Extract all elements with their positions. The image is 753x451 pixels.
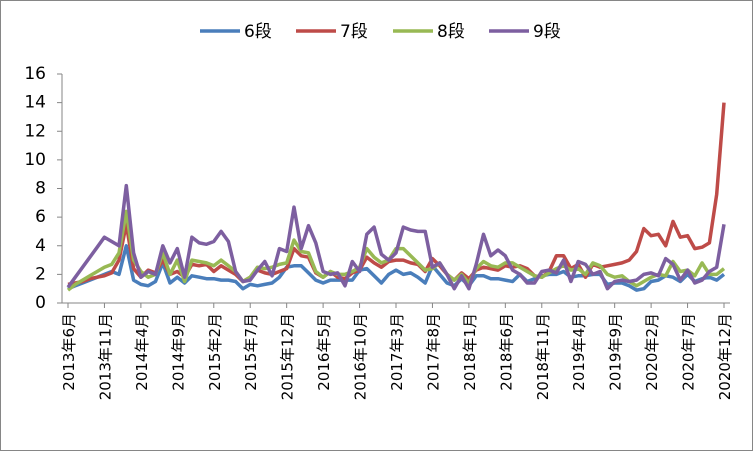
series-line: [66, 183, 726, 291]
x-tick-label: 2018年1月: [461, 313, 479, 391]
x-tick-label: 2018年6月: [497, 313, 515, 391]
y-tick-label: 16: [24, 64, 46, 84]
legend-label: 8段: [437, 22, 465, 42]
x-tick-label: 2013年6月: [60, 313, 78, 391]
legend-label: 9段: [533, 22, 561, 42]
x-tick-label: 2013年11月: [96, 313, 114, 400]
x-tick-label: 2015年2月: [206, 313, 224, 391]
legend-label: 7段: [340, 22, 368, 42]
y-tick-label: 4: [35, 236, 46, 256]
x-tick-label: 2017年8月: [424, 313, 442, 391]
y-tick-label: 6: [35, 207, 46, 227]
x-tick-label: 2020年7月: [680, 313, 698, 391]
x-tick-label: 2018年11月: [534, 313, 552, 400]
y-tick-label: 12: [24, 121, 46, 141]
y-tick-label: 14: [24, 93, 46, 113]
x-tick-label: 2016年5月: [315, 313, 333, 391]
x-tick-label: 2020年12月: [716, 313, 734, 400]
x-tick-label: 2015年12月: [279, 313, 297, 400]
y-tick-label: 10: [24, 150, 46, 170]
x-tick-label: 2015年7月: [242, 313, 260, 391]
x-tick-label: 2016年10月: [352, 313, 370, 400]
y-tick-label: 8: [35, 179, 46, 199]
x-tick-label: 2020年2月: [643, 313, 661, 391]
y-tick-label: 2: [35, 264, 46, 284]
y-tick-label: 0: [35, 293, 46, 313]
series-line: [67, 102, 726, 287]
x-tick-label: 2019年9月: [607, 313, 625, 391]
x-tick-label: 2014年9月: [169, 313, 187, 391]
x-tick-label: 2014年4月: [133, 313, 151, 391]
legend-label: 6段: [244, 22, 272, 42]
x-tick-label: 2019年4月: [570, 313, 588, 391]
x-tick-label: 2017年3月: [388, 313, 406, 391]
